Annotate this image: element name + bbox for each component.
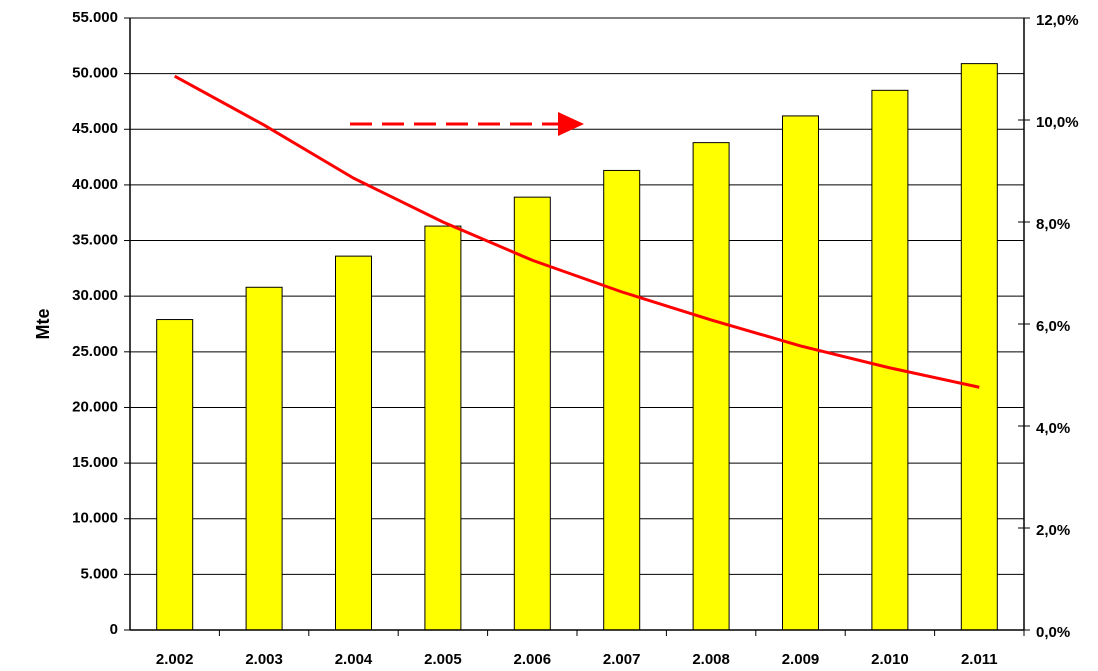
y2-tick-label: 0,0% [1036,624,1070,641]
bar [782,115,819,631]
y-tick-label: 15.000 [72,454,118,471]
y2-tick-label: 8,0% [1036,216,1070,233]
arrow-head [558,112,584,136]
x-tick-label: 2.007 [603,651,641,668]
y2-tick-label: 10,0% [1036,114,1079,131]
bar [245,286,283,631]
bar [156,319,194,631]
bar [692,142,730,631]
x-tick-label: 2.010 [871,651,909,668]
y-tick-label: 30.000 [72,287,118,304]
y-tick-label: 40.000 [72,176,118,193]
y-tick-label: 50.000 [72,65,118,82]
bar [424,225,462,631]
x-tick-label: 2.002 [156,651,194,668]
bar [513,196,551,631]
x-tick-label: 2.011 [961,651,998,668]
x-tick-label: 2.009 [782,651,820,668]
y-tick-label: 45.000 [72,120,118,137]
x-tick-label: 2.003 [245,651,283,668]
y2-tick-label: 12,0% [1036,12,1079,29]
y2-tick-label: 2,0% [1036,522,1070,539]
y-tick-label: 20.000 [72,398,118,415]
x-tick-label: 2.008 [692,651,730,668]
y-tick-label: 35.000 [72,232,118,249]
trend-arrow [350,112,584,136]
y-tick-label: 25.000 [72,343,118,360]
y-tick-label: 0 [110,621,118,638]
bar [335,255,372,631]
bar [960,63,998,631]
bar [871,89,909,631]
line [173,74,980,389]
y2-tick-label: 4,0% [1036,420,1070,437]
x-tick-label: 2.004 [335,651,373,668]
y2-tick-label: 6,0% [1036,318,1070,335]
y-axis-title: Mte [33,309,53,340]
y-tick-label: 10.000 [72,510,118,527]
bar [603,169,641,631]
y-tick-label: 55.000 [72,9,118,26]
y-tick-label: 5.000 [80,565,118,582]
x-tick-label: 2.006 [514,651,552,668]
x-tick-label: 2.005 [424,651,462,668]
